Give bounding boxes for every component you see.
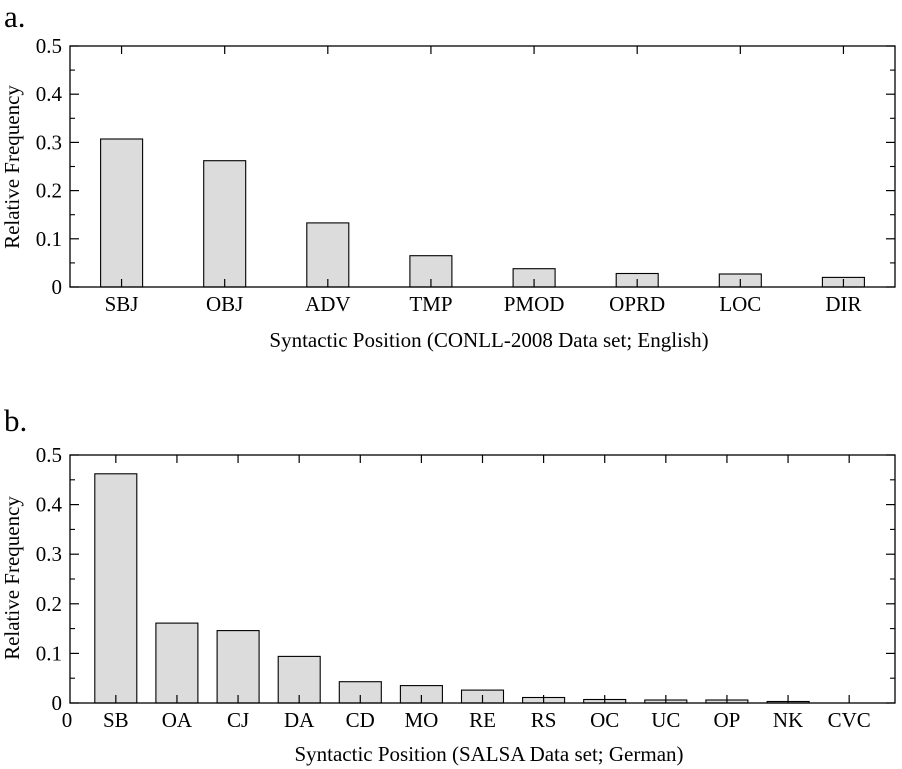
- panel-b-x-tick-label-rs: RS: [531, 708, 557, 732]
- panel-b-y-tick-label: 0.3: [36, 542, 62, 566]
- panel-b-label: b.: [4, 403, 27, 438]
- panel-b-chart: b. Relative Frequency Syntactic Position…: [0, 403, 896, 766]
- panel-a-x-tick-label-oprd: OPRD: [609, 292, 665, 316]
- panel-a-y-tick-label: 0.4: [36, 82, 63, 106]
- panel-b-x-tick-label-sb: SB: [103, 708, 129, 732]
- panel-b-x-tick-label-mo: MO: [404, 708, 438, 732]
- panel-b-y-tick-label: 0.5: [36, 443, 62, 467]
- panel-b-x-tick-label-op: OP: [714, 708, 741, 732]
- panel-b-x-tick-label-re: RE: [469, 708, 496, 732]
- panel-a-y-tick-label: 0.5: [36, 34, 62, 58]
- panel-b-x-tick-label-nk: NK: [773, 708, 803, 732]
- panel-b-x-axis-title: Syntactic Position (SALSA Data set; Germ…: [294, 742, 683, 766]
- panel-a-label: a.: [4, 0, 26, 34]
- panel-b-x-tick-label-da: DA: [284, 708, 315, 732]
- panel-a-x-tick-label-dir: DIR: [825, 292, 861, 316]
- panel-b-x-tick-label-oa: OA: [162, 708, 193, 732]
- panel-b-x-tick-label-cd: CD: [346, 708, 375, 732]
- panel-a-y-axis-title: Relative Frequency: [0, 85, 24, 249]
- panel-b-x-tick-label-cvc: CVC: [828, 708, 871, 732]
- panel-b-x-tick-label-uc: UC: [651, 708, 680, 732]
- panel-b-y-tick-label: 0.1: [36, 641, 62, 665]
- panel-b-x-tick-label-cj: CJ: [227, 708, 249, 732]
- panel-b-y-tick-label: 0.4: [36, 493, 63, 517]
- panel-b-y-tick-label: 0.2: [36, 592, 62, 616]
- panel-a-bar-obj: [203, 160, 247, 288]
- panel-a-y-tick-label: 0.2: [36, 179, 62, 203]
- panel-a-chart: a. Relative Frequency Syntactic Position…: [0, 0, 896, 352]
- panel-a-x-tick-label-loc: LOC: [719, 292, 761, 316]
- panel-b-y-tick-label: 0: [52, 691, 63, 715]
- panel-a-x-tick-label-adv: ADV: [305, 292, 351, 316]
- panel-a-x-tick-label-tmp: TMP: [409, 292, 452, 316]
- panel-b-bar-cj: [216, 630, 260, 704]
- panel-a-bar-adv: [306, 222, 350, 288]
- panel-a-bar-sbj: [100, 138, 144, 288]
- panel-b-x-origin-label: 0: [62, 708, 73, 732]
- panel-a-x-axis-title: Syntactic Position (CONLL-2008 Data set;…: [269, 328, 708, 352]
- panel-b-y-axis-title: Relative Frequency: [0, 496, 24, 660]
- panel-a-x-tick-label-obj: OBJ: [206, 292, 243, 316]
- panel-a-y-tick-label: 0.3: [36, 130, 62, 154]
- panel-a-y-tick-label: 0: [52, 275, 63, 299]
- panel-a-y-tick-label: 0.1: [36, 227, 62, 251]
- panel-a-x-tick-label-pmod: PMOD: [504, 292, 565, 316]
- panel-a-plot-frame: [69, 45, 896, 288]
- panel-a-x-tick-label-sbj: SBJ: [105, 292, 139, 316]
- panel-b-bar-sb: [94, 473, 138, 704]
- panel-b-x-tick-label-oc: OC: [590, 708, 619, 732]
- panel-b-bar-oa: [155, 622, 199, 704]
